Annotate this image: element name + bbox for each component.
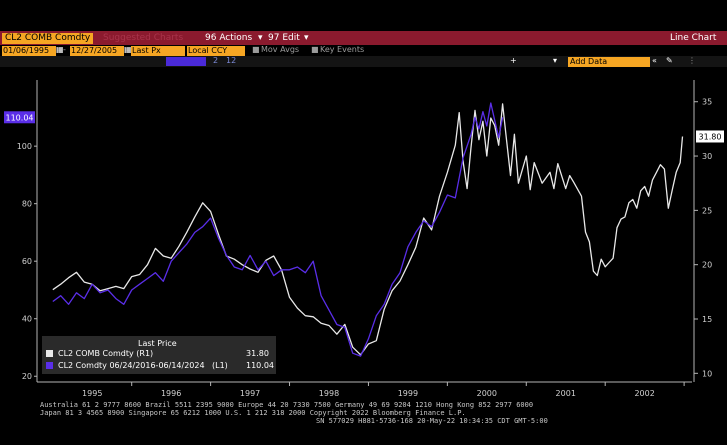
chart-type-label: Line Chart [670,33,717,43]
x-tick-label: 1996 [161,389,181,398]
number-b[interactable]: 12 [226,56,237,65]
series-line-1 [52,103,684,356]
right-tick-label: 10 [702,369,712,378]
x-tick-label: 2002 [634,389,654,398]
footer-line-3: SN 577029 H881-5736-168 20-May-22 10:34:… [316,417,548,425]
left-tick-label: 100 [17,142,32,151]
collapse-icon[interactable]: « [652,56,657,65]
legend-swatch-purple [46,362,53,369]
suggested-charts-menu[interactable]: Suggested Charts [103,33,184,43]
number-a[interactable]: 2 [213,56,219,65]
legend-title: Last Price [138,339,177,348]
settings-toolbar [0,45,727,56]
dropdown-icon[interactable]: ▾ [553,56,558,65]
x-tick-label: 1997 [240,389,260,398]
left-last-value-tag [4,111,35,124]
legend-box [42,336,276,374]
right-tick-label: 15 [702,315,712,324]
x-tick-label: 2001 [556,389,576,398]
mov-avg-label[interactable]: Mov Avgs [261,45,300,54]
add-data-input[interactable]: Add Data [568,57,650,67]
legend-row1-value: 31.80 [246,349,269,358]
edit-dropdown-icon[interactable]: ▾ [304,33,309,43]
mov-avg-checkbox[interactable]: ■ [252,45,260,54]
start-date-input[interactable]: 01/06/1995 [2,46,56,56]
date-range-dash: - [63,45,66,54]
footer-line-2: Japan 81 3 4565 8900 Singapore 65 6212 1… [40,409,466,417]
start-calendar-icon[interactable]: ▦ [56,45,64,54]
left-tick-label: 60 [22,257,32,266]
right-last-value-label: 31.80 [699,132,722,141]
left-tick-label: 40 [22,315,32,324]
key-events-label[interactable]: Key Events [320,45,365,54]
x-tick-label: 1995 [82,389,102,398]
legend-swatch-white [46,350,53,357]
edit-menu[interactable]: 97 Edit [268,33,300,43]
field-selector[interactable]: Last Px [131,46,185,56]
left-tick-label: 80 [22,200,32,209]
pencil-icon[interactable]: ✎ [666,56,673,65]
left-tick-label: 20 [22,372,32,381]
end-date-input[interactable]: 12/27/2005 [70,46,124,56]
range-toolbar [0,56,727,67]
legend-row2-tag: (L1) [212,361,228,370]
range-highlight[interactable] [166,57,206,66]
right-tick-label: 25 [702,206,712,215]
legend-row2-label: CL2 Comdty 06/24/2016-06/14/2024 [58,361,205,370]
right-last-value-tag [696,130,724,143]
x-tick-label: 1999 [398,389,418,398]
series-line-2 [52,102,504,357]
more-icon[interactable]: ⋮ [688,56,696,65]
footer-line-1: Australia 61 2 9777 8600 Brazil 5511 239… [40,401,534,409]
plus-icon[interactable]: + [510,56,517,65]
security-field[interactable]: CL2 COMB Comdty [2,33,94,44]
top-toolbar [0,31,727,45]
x-tick-label: 2000 [477,389,497,398]
right-tick-label: 30 [702,152,712,161]
legend-row1-label: CL2 COMB Comdty (R1) [58,349,154,358]
legend-row2-value: 110.04 [246,361,274,370]
end-calendar-icon[interactable]: ▦ [124,45,132,54]
currency-selector[interactable]: Local CCY [187,46,245,56]
key-events-checkbox[interactable]: ■ [311,45,319,54]
actions-menu[interactable]: 96 Actions [205,33,253,43]
left-last-value-label: 110.04 [6,113,34,122]
actions-dropdown-icon[interactable]: ▾ [258,33,263,43]
x-tick-label: 1998 [319,389,339,398]
right-tick-label: 35 [702,98,712,107]
right-tick-label: 20 [702,261,712,270]
